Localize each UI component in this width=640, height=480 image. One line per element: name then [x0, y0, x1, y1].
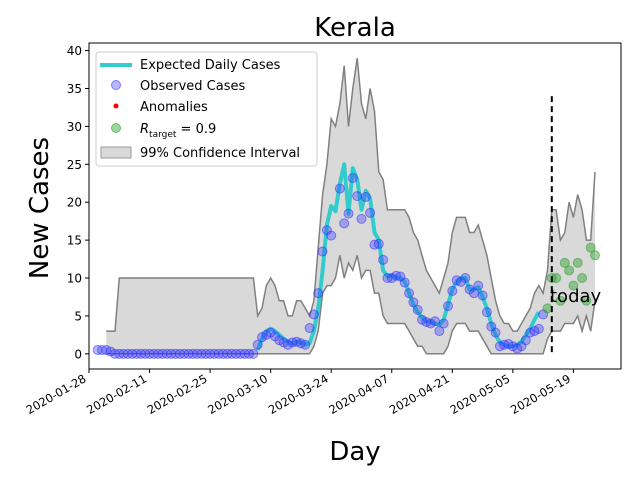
observed-point	[365, 207, 376, 218]
y-tick-label: 40	[67, 44, 82, 58]
observed-point	[326, 230, 337, 241]
target-point	[555, 295, 566, 306]
y-tick-label: 35	[67, 82, 82, 96]
target-point	[585, 242, 596, 253]
y-axis-label: New Cases	[25, 137, 55, 279]
ci-upper-line	[106, 58, 596, 332]
observed-point	[313, 288, 324, 299]
observed-point	[317, 246, 328, 257]
legend-anomalies-label: Anomalies	[140, 100, 208, 115]
expected-line	[255, 162, 541, 351]
target-point	[559, 257, 570, 268]
target-point	[551, 273, 562, 284]
observed-point	[438, 318, 449, 329]
target-point	[564, 265, 575, 276]
observed-point	[520, 335, 531, 346]
y-tick-label: 10	[67, 272, 82, 286]
observed-point	[352, 191, 363, 202]
observed-point	[356, 213, 367, 224]
y-tick-label: 30	[67, 120, 82, 134]
target-point	[568, 280, 579, 291]
observed-point	[533, 323, 544, 334]
observed-point	[347, 172, 358, 183]
legend-box	[95, 51, 318, 167]
observed-point	[404, 288, 415, 299]
plot-frame	[88, 42, 622, 370]
observed-point	[252, 339, 263, 350]
observed-point	[490, 327, 501, 338]
observed-point	[378, 254, 389, 265]
observed-point	[399, 277, 410, 288]
y-tick-label: 20	[67, 196, 82, 210]
x-axis-label: Day	[329, 437, 380, 467]
y-tick-label: 5	[74, 309, 82, 323]
observed-point	[300, 339, 311, 350]
observed-points	[92, 172, 549, 359]
legend-observed-swatch	[111, 80, 121, 90]
observed-point	[334, 183, 345, 194]
observed-point	[430, 316, 441, 327]
observed-point	[408, 297, 419, 308]
legend-target-label: Rtarget = 0.9	[140, 122, 216, 140]
observed-point	[248, 348, 259, 359]
ci-lower-line	[106, 255, 596, 355]
y-axis: 0 5 10 15 20 25 30 35 40	[67, 44, 89, 361]
legend-ci-label: 99% Confidence Interval	[140, 146, 300, 161]
plot-area	[92, 58, 601, 359]
observed-point	[373, 238, 384, 249]
observed-point	[481, 307, 492, 318]
observed-point	[304, 323, 315, 334]
observed-point	[473, 280, 484, 291]
observed-point	[434, 326, 445, 337]
y-tick-label: 25	[67, 158, 82, 172]
target-point	[590, 250, 601, 261]
observed-point	[460, 273, 471, 284]
y-tick-label: 0	[74, 347, 82, 361]
legend-observed-label: Observed Cases	[140, 79, 245, 94]
chart-title: Kerala	[314, 13, 396, 43]
observed-point	[412, 304, 423, 315]
observed-point	[447, 285, 458, 296]
y-tick-label: 15	[67, 234, 82, 248]
observed-point	[339, 218, 350, 229]
legend: Expected Daily Cases Observed Cases Anom…	[95, 51, 318, 167]
observed-point	[360, 191, 371, 202]
observed-point	[442, 301, 453, 312]
legend-expected-label: Expected Daily Cases	[140, 58, 281, 73]
target-point	[577, 273, 588, 284]
observed-point	[308, 309, 319, 320]
observed-point	[343, 208, 354, 219]
target-point	[581, 295, 592, 306]
today-annotation: today	[550, 286, 602, 307]
observed-point	[477, 290, 488, 301]
legend-anomalies-swatch	[113, 103, 119, 109]
legend-ci-swatch	[100, 146, 132, 159]
legend-target-swatch	[111, 123, 121, 133]
target-point	[572, 257, 583, 268]
